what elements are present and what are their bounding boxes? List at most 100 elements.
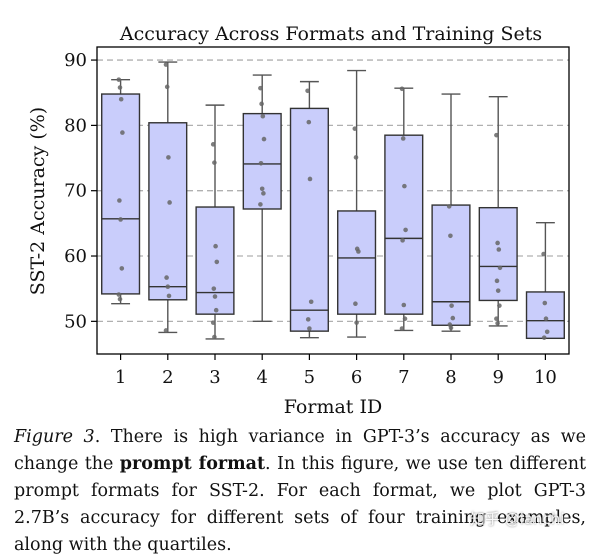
- data-point: [117, 198, 122, 203]
- data-point: [449, 303, 454, 308]
- data-point: [306, 119, 312, 125]
- data-point: [258, 160, 264, 166]
- data-point: [212, 160, 217, 165]
- data-point: [120, 130, 125, 135]
- data-point: [541, 335, 547, 340]
- box-9: [478, 95, 518, 327]
- data-point: [495, 240, 500, 246]
- y-tick-label: 90: [64, 50, 87, 71]
- box-6: [337, 69, 377, 338]
- data-point: [212, 294, 218, 299]
- x-tick-label: 7: [398, 367, 409, 388]
- figure-caption: Figure 3. There is high variance in GPT-…: [14, 424, 586, 559]
- data-point: [307, 326, 312, 331]
- data-point: [403, 227, 408, 233]
- data-point: [214, 259, 220, 265]
- box-iqr: [337, 210, 377, 315]
- data-point: [118, 96, 124, 102]
- data-point: [402, 183, 407, 189]
- x-tick-label: 2: [162, 367, 173, 388]
- data-point: [165, 284, 171, 290]
- x-tick-label: 3: [209, 367, 220, 388]
- data-point: [352, 126, 358, 131]
- data-point: [258, 85, 263, 91]
- data-point: [308, 299, 314, 305]
- caption-figure-label: Figure 3: [14, 427, 95, 447]
- data-point: [399, 86, 405, 92]
- data-point: [496, 247, 502, 252]
- data-point: [400, 136, 406, 141]
- data-point: [117, 85, 123, 90]
- data-point: [116, 292, 122, 297]
- x-tick-label: 8: [445, 367, 456, 388]
- box-plot-figure: Accuracy Across Formats and Training Set…: [27, 23, 570, 418]
- data-point: [495, 288, 501, 293]
- data-point: [494, 316, 499, 322]
- box-7: [384, 86, 424, 332]
- data-point: [210, 142, 216, 147]
- data-point: [305, 317, 311, 322]
- y-tick-label: 50: [64, 311, 87, 332]
- data-point: [258, 202, 263, 207]
- data-point: [450, 315, 456, 321]
- data-point: [402, 316, 408, 322]
- data-point: [400, 238, 405, 243]
- data-point: [401, 302, 407, 308]
- data-point: [399, 326, 405, 331]
- boxes-layer: [101, 61, 565, 340]
- data-point: [541, 251, 546, 257]
- data-point: [495, 321, 500, 326]
- data-point: [259, 101, 264, 107]
- data-point: [543, 316, 549, 322]
- data-point: [448, 233, 453, 239]
- data-point: [118, 217, 123, 222]
- data-point: [353, 301, 358, 307]
- data-point: [212, 334, 217, 340]
- data-point: [210, 320, 216, 325]
- x-tick-label: 1: [115, 367, 126, 388]
- box-iqr: [384, 134, 424, 315]
- box-3: [195, 104, 235, 340]
- y-axis: 50 60 70 80 90: [64, 50, 97, 332]
- data-point: [261, 191, 266, 196]
- box-8: [431, 93, 471, 332]
- data-point: [164, 84, 170, 90]
- box-4: [242, 74, 282, 323]
- watermark: 知乎 @ianchi: [470, 510, 565, 528]
- data-point: [119, 266, 125, 271]
- data-point: [163, 328, 169, 333]
- y-axis-label: SST-2 Accuracy (%): [27, 107, 49, 295]
- x-tick-label: 5: [304, 367, 315, 388]
- box-2: [148, 61, 188, 334]
- data-point: [494, 132, 499, 138]
- caption-text-1: . There is high variance in GPT-3’s accu…: [14, 427, 586, 474]
- data-point: [211, 286, 217, 291]
- data-point: [163, 62, 169, 67]
- x-tick-label: 10: [534, 367, 557, 388]
- plot-frame: [96, 46, 570, 355]
- data-point: [354, 320, 359, 325]
- box-iqr: [148, 122, 188, 301]
- box-iqr: [101, 93, 141, 295]
- data-point: [166, 293, 172, 299]
- data-point: [544, 329, 550, 335]
- data-point: [260, 113, 266, 119]
- data-point: [213, 307, 219, 313]
- data-point: [213, 243, 218, 249]
- data-point: [356, 249, 361, 254]
- y-tick-label: 60: [64, 246, 87, 267]
- data-point: [497, 303, 502, 308]
- data-point: [305, 88, 310, 94]
- data-point: [494, 278, 500, 284]
- x-tick-label: 6: [351, 367, 362, 388]
- data-point: [116, 77, 122, 82]
- x-tick-label: 9: [492, 367, 503, 388]
- y-tick-label: 80: [64, 115, 87, 136]
- box-5: [289, 80, 329, 339]
- data-point: [353, 155, 359, 160]
- data-point: [261, 136, 267, 142]
- data-point: [166, 155, 171, 160]
- data-point: [164, 275, 169, 280]
- box-iqr: [289, 107, 329, 332]
- x-axis-label: Format ID: [284, 396, 382, 418]
